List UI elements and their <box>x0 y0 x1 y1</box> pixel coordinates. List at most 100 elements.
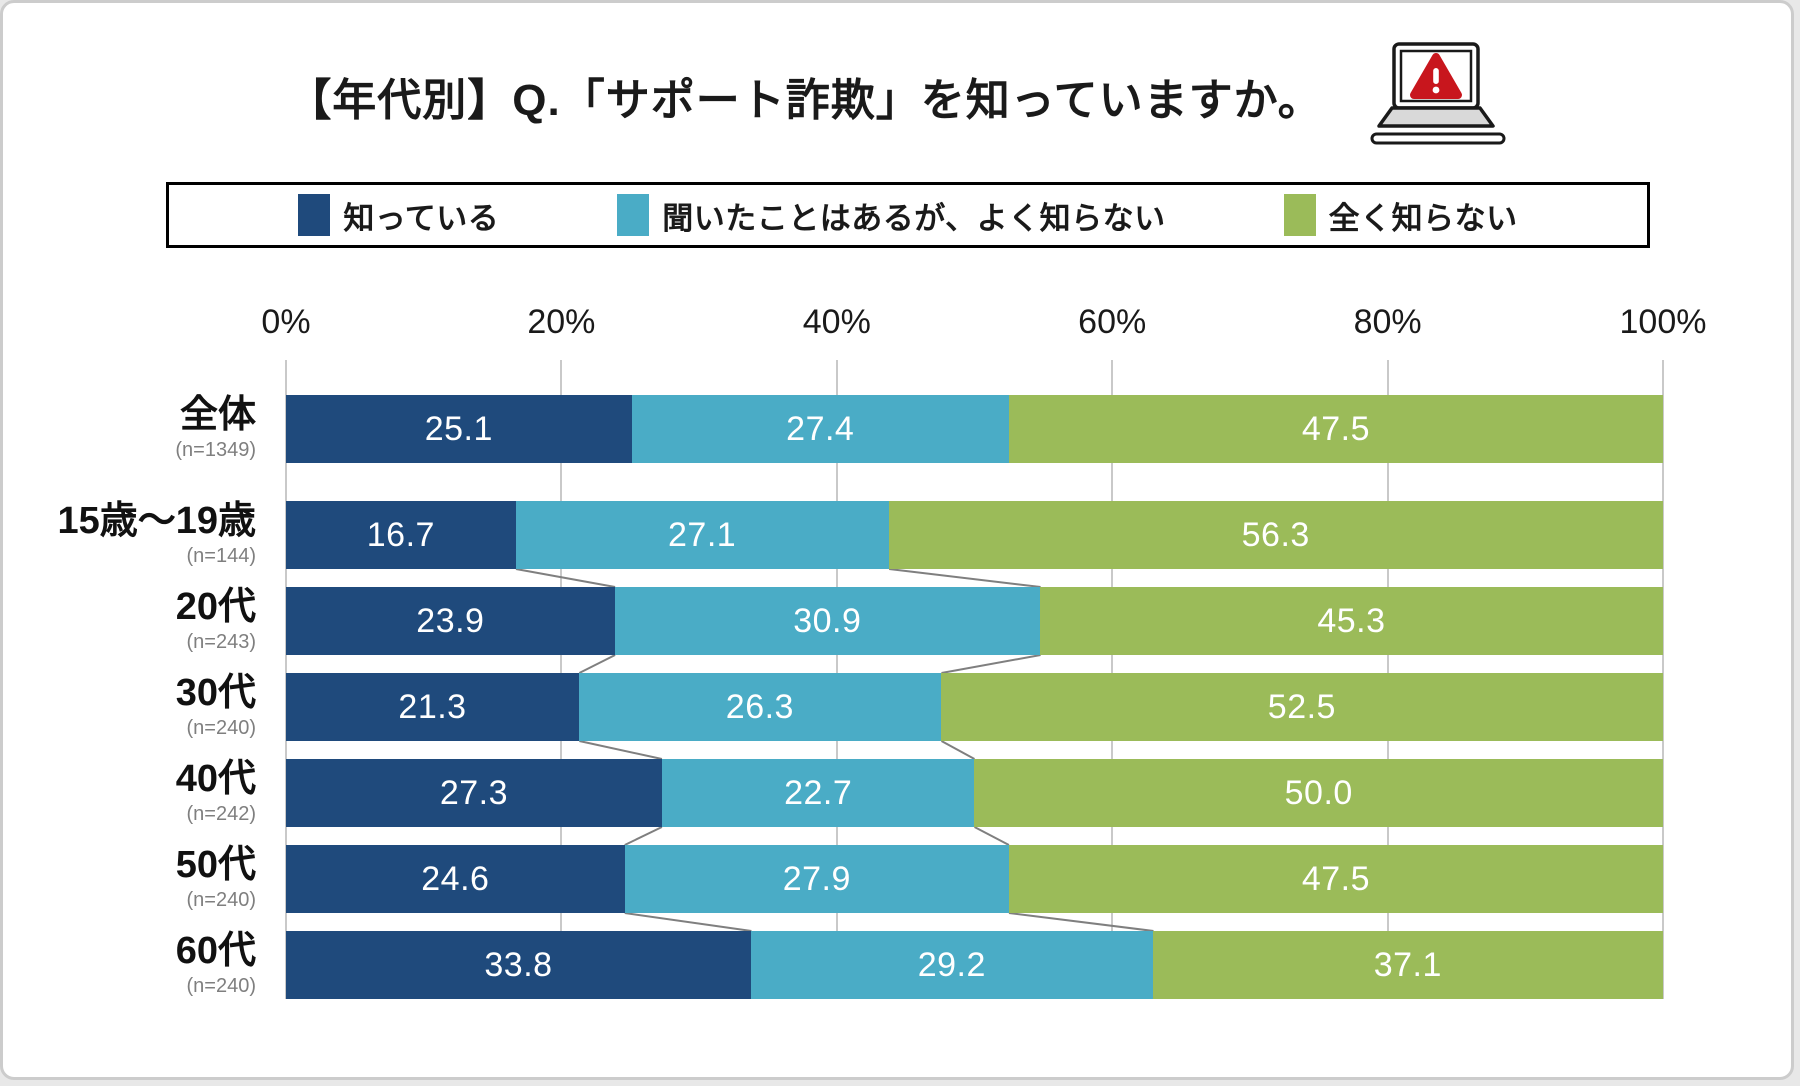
x-axis-tick: 100% <box>1619 303 1707 341</box>
legend-swatch-unknown-icon <box>1283 194 1316 236</box>
connector-line <box>578 654 616 674</box>
bar-segment-series-1: 29.2 <box>750 931 1153 999</box>
row-label-age-2: 20代 (n=243) <box>3 587 256 655</box>
value-label: 27.1 <box>668 515 737 554</box>
bar-segment-series-2: 37.1 <box>1152 931 1664 999</box>
x-axis-tick: 0% <box>261 303 311 341</box>
sample-size-label: (n=243) <box>186 631 257 654</box>
bar-segment-series-1: 26.3 <box>579 673 941 741</box>
value-label: 16.7 <box>366 515 435 554</box>
row-label-age-6: 60代 (n=240) <box>3 931 256 999</box>
sample-size-label: (n=242) <box>186 803 257 826</box>
value-label: 23.9 <box>416 601 485 640</box>
stacked-bar-row: 27.3 22.7 50.0 <box>286 759 1663 827</box>
title-suffix: 」を知っていますか。 <box>875 75 1323 125</box>
bar-segment-series-1: 27.4 <box>631 395 1009 463</box>
legend-swatch-heard-icon <box>617 194 650 236</box>
legend-item-know: 知っている <box>298 193 499 238</box>
legend-label: 聞いたことはあるが、よく知らない <box>662 200 1166 236</box>
stacked-bar-chart: 0% 20% 40% 60% 80% 100% 全体 (n=1349) 25.1 27.4 47.5… <box>3 3 1791 1077</box>
bar-segment-series-1: 27.9 <box>624 845 1009 913</box>
category-label: 15歳〜19歳 <box>57 499 256 542</box>
x-axis-tick: 40% <box>802 303 871 341</box>
bar-segment-series-0: 23.9 <box>286 587 615 655</box>
value-label: 25.1 <box>424 409 493 448</box>
bar-segment-series-1: 27.1 <box>515 501 889 569</box>
stacked-bar-row: 24.6 27.9 47.5 <box>286 845 1663 913</box>
connector-line <box>940 740 975 760</box>
connector-line <box>515 568 616 588</box>
category-label: 全体 <box>179 393 256 436</box>
value-label: 37.1 <box>1373 945 1442 984</box>
value-label: 47.5 <box>1301 859 1371 898</box>
bar-segment-series-2: 47.5 <box>1008 845 1663 913</box>
value-label: 30.9 <box>793 601 862 640</box>
bar-segment-series-0: 24.6 <box>286 845 625 913</box>
connector-line <box>889 568 1041 588</box>
bar-segment-series-0: 16.7 <box>286 501 516 569</box>
bar-segment-series-0: 33.8 <box>286 931 751 999</box>
value-label: 27.4 <box>786 409 855 448</box>
sample-size-label: (n=240) <box>186 717 257 740</box>
legend-box: 知っている 聞いたことはあるが、よく知らない 全く知らない <box>166 182 1650 248</box>
value-label: 21.3 <box>398 687 467 726</box>
row-label-age-4: 40代 (n=242) <box>3 759 256 827</box>
connector-line <box>624 826 663 846</box>
category-label: 40代 <box>175 757 256 800</box>
connector-line <box>624 912 752 932</box>
connector-line <box>941 654 1041 674</box>
value-label: 52.5 <box>1267 687 1336 726</box>
bar-segment-series-0: 21.3 <box>286 673 579 741</box>
page-title: 【年代別】Q.「サポート詐欺」を知っていますか。 <box>287 64 1322 128</box>
category-label: 20代 <box>175 585 256 628</box>
bar-segment-series-0: 27.3 <box>286 759 662 827</box>
value-label: 24.6 <box>421 859 490 898</box>
value-label: 56.3 <box>1241 515 1310 554</box>
connector-line <box>579 740 663 760</box>
title-row: 【年代別】Q.「サポート詐欺」を知っていますか。 <box>3 33 1791 158</box>
category-label: 30代 <box>175 671 256 714</box>
bar-segment-series-1: 22.7 <box>661 759 975 827</box>
sample-size-label: (n=240) <box>186 975 257 998</box>
x-axis-tick: 60% <box>1078 303 1147 341</box>
legend-swatch-know-icon <box>298 194 331 236</box>
bar-segment-series-2: 56.3 <box>888 501 1663 569</box>
value-label: 22.7 <box>784 773 853 812</box>
value-label: 26.3 <box>725 687 794 726</box>
row-label-overall: 全体 (n=1349) <box>3 395 256 463</box>
title-emphasis: サポート詐欺 <box>605 75 876 125</box>
stacked-bar-row: 16.7 27.1 56.3 <box>286 501 1663 569</box>
category-label: 60代 <box>175 929 256 972</box>
bar-segment-series-0: 25.1 <box>286 395 632 463</box>
value-label: 29.2 <box>917 945 986 984</box>
value-label: 27.3 <box>439 773 509 812</box>
row-label-age-1: 15歳〜19歳 (n=144) <box>3 501 256 569</box>
legend-item-heard: 聞いたことはあるが、よく知らない <box>617 193 1165 238</box>
x-axis-tick: 80% <box>1353 303 1422 341</box>
connector-line <box>1008 912 1154 932</box>
bar-segment-series-2: 50.0 <box>974 759 1663 827</box>
value-label: 50.0 <box>1284 773 1353 812</box>
bar-segment-series-1: 30.9 <box>614 587 1040 655</box>
connector-line <box>974 826 1010 846</box>
title-prefix: 【年代別】Q.「 <box>287 75 606 125</box>
value-label: 45.3 <box>1317 601 1386 640</box>
x-axis-tick: 20% <box>527 303 596 341</box>
value-label: 47.5 <box>1301 409 1371 448</box>
laptop-warning-icon <box>1370 41 1506 144</box>
sample-size-label: (n=144) <box>186 545 257 568</box>
legend-item-unknown: 全く知らない <box>1283 193 1518 238</box>
value-label: 33.8 <box>484 945 553 984</box>
stacked-bar-row: 23.9 30.9 45.3 <box>286 587 1663 655</box>
bar-segment-series-2: 45.3 <box>1039 587 1663 655</box>
legend-label: 全く知らない <box>1328 200 1518 236</box>
bar-segment-series-2: 52.5 <box>940 673 1663 741</box>
row-label-age-3: 30代 (n=240) <box>3 673 256 741</box>
category-label: 50代 <box>175 843 256 886</box>
sample-size-label: (n=1349) <box>175 439 256 462</box>
legend-label: 知っている <box>343 200 500 236</box>
stacked-bar-row: 25.1 27.4 47.5 <box>286 395 1663 463</box>
sample-size-label: (n=240) <box>186 889 257 912</box>
bar-segment-series-2: 47.5 <box>1008 395 1663 463</box>
